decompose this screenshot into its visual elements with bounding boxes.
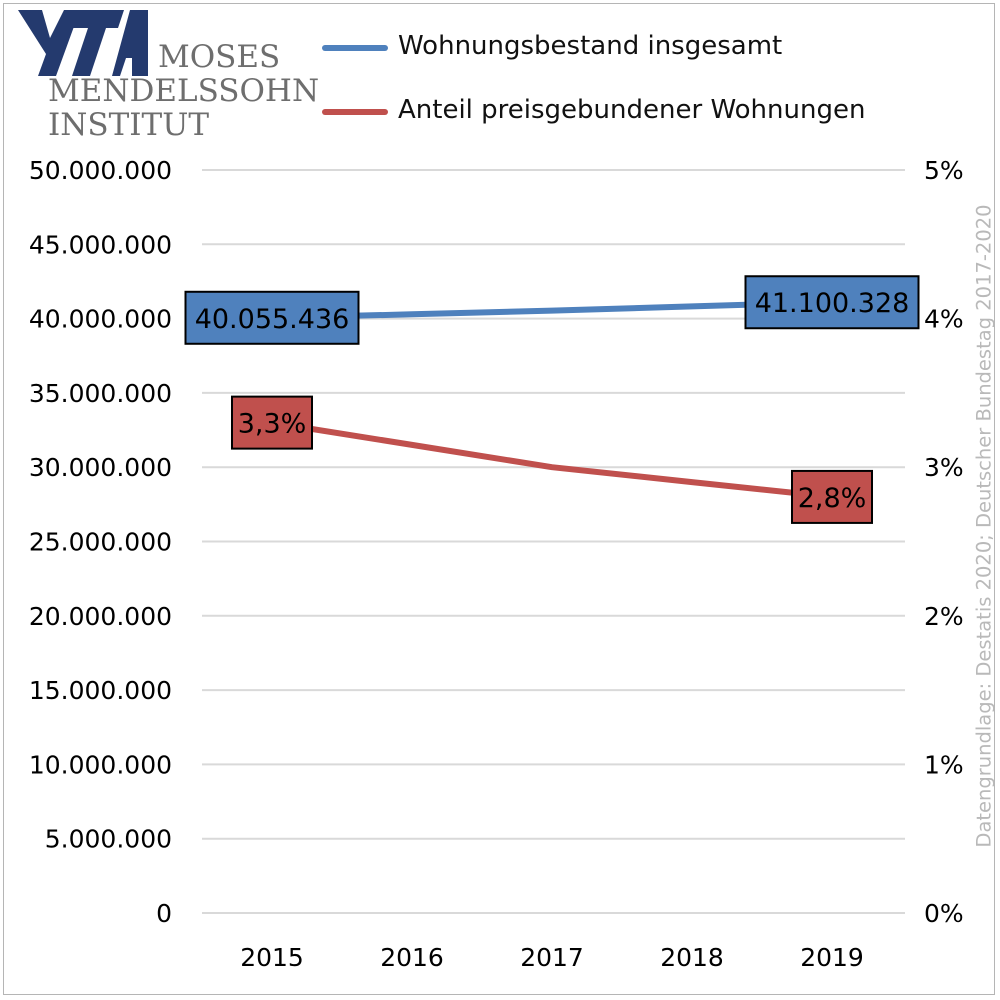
y-right-tick-label: 1% xyxy=(924,750,964,779)
data-label: 3,3% xyxy=(238,409,307,440)
y-left-tick-label: 0 xyxy=(156,899,172,928)
y-left-tick-label: 10.000.000 xyxy=(29,750,172,779)
data-label-box xyxy=(744,275,920,330)
x-tick-label: 2018 xyxy=(660,943,724,972)
y-left-tick-label: 40.000.000 xyxy=(29,305,172,334)
legend-label-anteil: Anteil preisgebundener Wohnungen xyxy=(398,95,866,125)
y-right-tick-label: 3% xyxy=(924,453,964,482)
y-right-tick-label: 5% xyxy=(924,156,964,185)
logo-line-moses: MOSES xyxy=(158,39,281,75)
y-left-tick-label: 45.000.000 xyxy=(29,230,172,259)
data-label-box xyxy=(184,290,360,345)
y-left-tick-label: 35.000.000 xyxy=(29,379,172,408)
data-label-box xyxy=(231,395,313,450)
x-tick-label: 2016 xyxy=(380,943,444,972)
y-left-tick-label: 15.000.000 xyxy=(29,676,172,705)
data-label: 40.055.436 xyxy=(195,304,350,335)
legend-swatch-red xyxy=(322,109,388,115)
data-label-box xyxy=(791,469,873,524)
source-note: Datengrundlage: Destatis 2020; Deutscher… xyxy=(972,204,996,848)
legend-swatch-blue xyxy=(322,45,388,51)
x-tick-label: 2017 xyxy=(520,943,584,972)
series-line-1 xyxy=(269,419,835,500)
y-right-tick-label: 2% xyxy=(924,602,964,631)
x-tick-label: 2019 xyxy=(800,943,864,972)
institute-logo-icon xyxy=(18,10,148,76)
chart-frame xyxy=(3,3,995,995)
data-label: 2,8% xyxy=(798,483,867,514)
data-label: 41.100.328 xyxy=(755,288,910,319)
logo-line-institut: INSTITUT xyxy=(48,107,210,143)
y-right-tick-label: 0% xyxy=(924,899,964,928)
y-left-tick-label: 5.000.000 xyxy=(45,825,172,854)
y-left-tick-label: 50.000.000 xyxy=(29,156,172,185)
x-tick-label: 2015 xyxy=(240,943,304,972)
logo-line-mendelssohn: MENDELSSOHN xyxy=(48,73,320,109)
legend-label-wohnungsbestand: Wohnungsbestand insgesamt xyxy=(398,31,783,61)
y-right-tick-label: 4% xyxy=(924,305,964,334)
y-left-tick-label: 25.000.000 xyxy=(29,528,172,557)
y-left-tick-label: 30.000.000 xyxy=(29,453,172,482)
y-left-tick-label: 20.000.000 xyxy=(29,602,172,631)
